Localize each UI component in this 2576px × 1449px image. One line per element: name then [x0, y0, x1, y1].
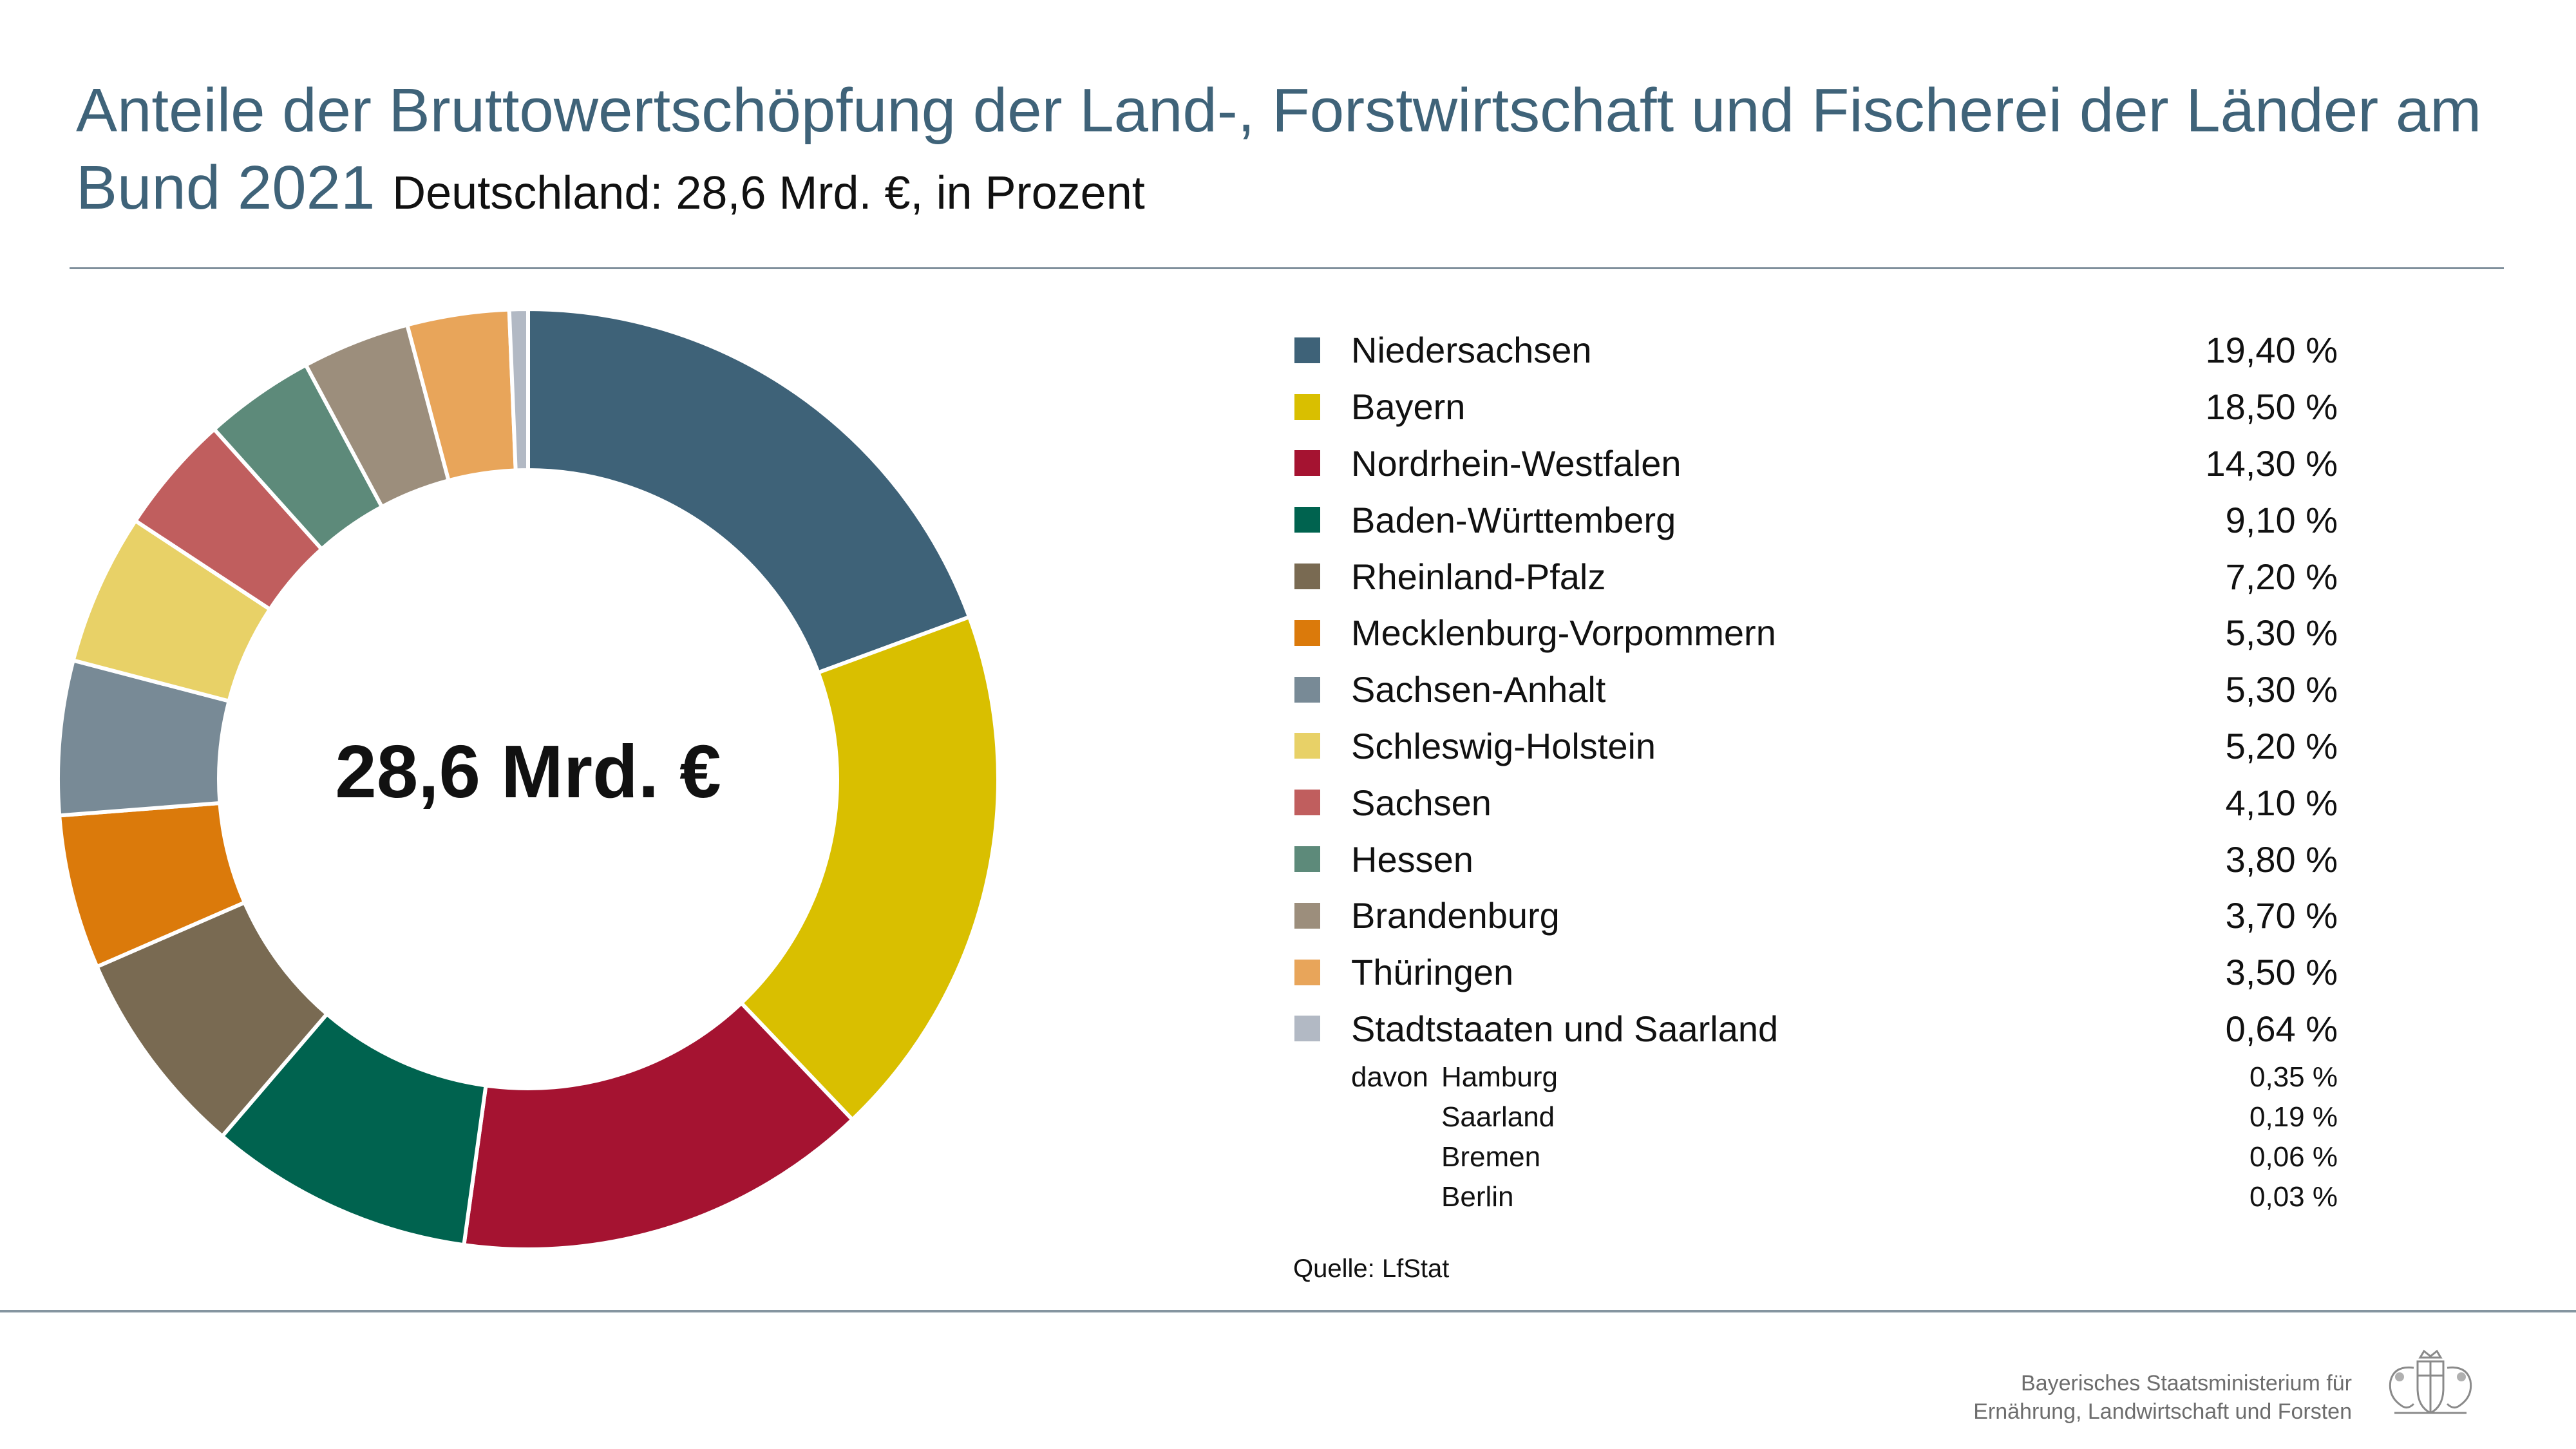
legend-value: 14,30 %	[2205, 442, 2338, 484]
legend-value: 3,80 %	[2225, 838, 2338, 880]
breakdown-label: Hamburg	[1441, 1061, 1558, 1093]
legend-swatch	[1294, 450, 1320, 477]
bavarian-coat-of-arms-icon	[2389, 1349, 2472, 1414]
legend-label: Bayern	[1351, 386, 1466, 428]
legend-label: Baden-Württemberg	[1351, 499, 1676, 540]
legend-value: 5,30 %	[2225, 612, 2338, 654]
chart-title-text: Anteile der Bruttowertschöpfung der Land…	[76, 76, 2482, 222]
legend-value: 4,10 %	[2225, 782, 2338, 823]
breakdown-value: 0,19 %	[2249, 1101, 2338, 1133]
legend-label: Mecklenburg-Vorpommern	[1351, 612, 1776, 654]
legend-value: 7,20 %	[2225, 556, 2338, 597]
legend-item: Niedersachsen 19,40 %	[1294, 322, 2338, 379]
legend-item: Sachsen 4,10 %	[1294, 774, 2338, 831]
legend-label: Brandenburg	[1351, 895, 1560, 936]
chart-title: Anteile der Bruttowertschöpfung der Land…	[76, 72, 2510, 232]
legend-value: 19,40 %	[2205, 330, 2338, 371]
legend-label: Niedersachsen	[1351, 330, 1592, 371]
legend-label: Sachsen-Anhalt	[1351, 669, 1606, 710]
legend-item: Sachsen-Anhalt 5,30 %	[1294, 661, 2338, 718]
legend-swatch	[1294, 507, 1320, 533]
legend-item: Brandenburg 3,70 %	[1294, 887, 2338, 944]
legend-swatch	[1294, 564, 1320, 590]
legend-label: Thüringen	[1351, 952, 1514, 993]
legend-item: Thüringen 3,50 %	[1294, 944, 2338, 1001]
legend-label: Rheinland-Pfalz	[1351, 556, 1606, 597]
legend-label: Hessen	[1351, 838, 1473, 880]
legend-swatch	[1294, 733, 1320, 759]
legend: Niedersachsen 19,40 % Bayern 18,50 % Nordrhe…	[1294, 322, 2338, 1218]
legend-label: Stadtstaaten und Saarland	[1351, 1008, 1779, 1049]
legend-item: Bayern 18,50 %	[1294, 379, 2338, 435]
breakdown-item: Saarland 0,19 %	[1294, 1097, 2338, 1137]
legend-swatch	[1294, 393, 1320, 420]
legend-value: 3,70 %	[2225, 895, 2338, 936]
legend-value: 18,50 %	[2205, 386, 2338, 428]
breakdown-value: 0,35 %	[2249, 1061, 2338, 1093]
donut-chart: 28,6 Mrd. €	[58, 309, 998, 1249]
breakdown-label: Saarland	[1441, 1101, 1555, 1133]
breakdown-item: davon Hamburg 0,35 %	[1294, 1057, 2338, 1097]
legend-label: Sachsen	[1351, 782, 1492, 823]
legend-label: Nordrhein-Westfalen	[1351, 442, 1681, 484]
bottom-divider	[0, 1310, 2576, 1312]
legend-swatch	[1294, 1016, 1320, 1042]
chart-subtitle: Deutschland: 28,6 Mrd. €, in Prozent	[392, 167, 1145, 219]
breakdown-value: 0,03 %	[2249, 1181, 2338, 1213]
legend-value: 5,30 %	[2225, 669, 2338, 710]
ministry-name: Bayerisches Staatsministerium für Ernähr…	[1973, 1369, 2352, 1426]
breakdown-prefix: davon	[1351, 1061, 1428, 1093]
legend-value: 9,10 %	[2225, 499, 2338, 540]
legend-value: 5,20 %	[2225, 725, 2338, 766]
legend-swatch	[1294, 959, 1320, 985]
legend-label: Schleswig-Holstein	[1351, 725, 1656, 766]
legend-item: Stadtstaaten und Saarland 0,64 %	[1294, 1001, 2338, 1057]
donut-slice	[738, 614, 998, 1122]
legend-item: Rheinland-Pfalz 7,20 %	[1294, 548, 2338, 605]
legend-swatch	[1294, 620, 1320, 646]
legend-item: Hessen 3,80 %	[1294, 831, 2338, 887]
legend-swatch	[1294, 790, 1320, 816]
legend-swatch	[1294, 676, 1320, 703]
legend-swatch	[1294, 846, 1320, 873]
donut-slice	[461, 1000, 855, 1249]
legend-swatch	[1294, 337, 1320, 363]
breakdown-label: Berlin	[1441, 1181, 1514, 1213]
donut-slice	[526, 309, 972, 676]
legend-item: Baden-Württemberg 9,10 %	[1294, 491, 2338, 548]
breakdown-value: 0,06 %	[2249, 1141, 2338, 1173]
donut-slice	[507, 309, 530, 473]
legend-value: 0,64 %	[2225, 1008, 2338, 1049]
legend-value: 3,50 %	[2225, 952, 2338, 993]
breakdown-item: Berlin 0,03 %	[1294, 1177, 2338, 1217]
donut-slices	[58, 309, 998, 1249]
donut-center-label: 28,6 Mrd. €	[335, 730, 721, 813]
legend-item: Schleswig-Holstein 5,20 %	[1294, 718, 2338, 775]
ministry-name-line-1: Bayerisches Staatsministerium für	[2021, 1371, 2352, 1396]
ministry-name-line-2: Ernährung, Landwirtschaft und Forsten	[1973, 1399, 2352, 1424]
breakdown-label: Bremen	[1441, 1141, 1541, 1173]
source-note: Quelle: LfStat	[1293, 1255, 1450, 1283]
breakdown-item: Bremen 0,06 %	[1294, 1137, 2338, 1177]
top-divider	[70, 267, 2504, 269]
legend-item: Nordrhein-Westfalen 14,30 %	[1294, 435, 2338, 492]
legend-item: Mecklenburg-Vorpommern 5,30 %	[1294, 605, 2338, 661]
legend-swatch	[1294, 902, 1320, 929]
